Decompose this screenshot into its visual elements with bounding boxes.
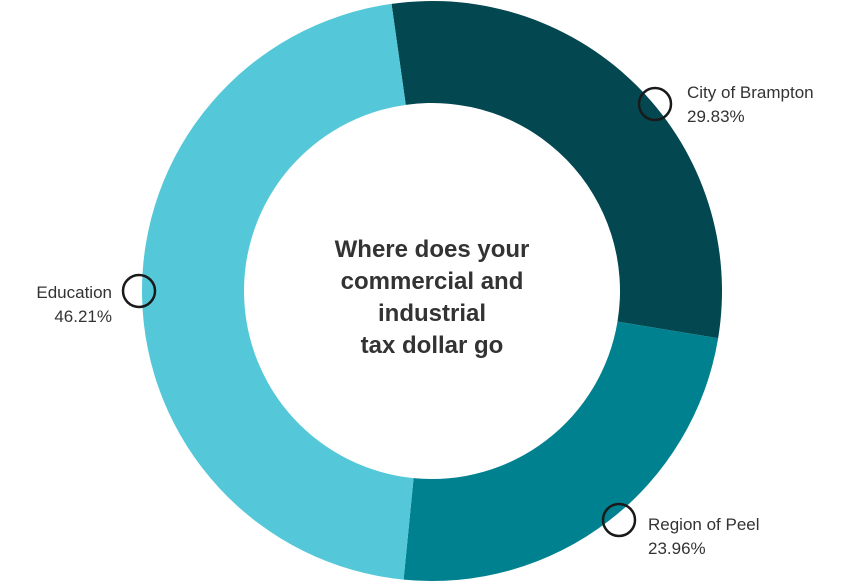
- chart-title: Where does your commercial and industria…: [290, 234, 574, 362]
- donut-slices: [142, 0, 722, 581]
- slice-label: Education: [36, 283, 112, 302]
- slice-value-label: 46.21%: [54, 307, 112, 326]
- slice-city-of-brampton: [391, 0, 722, 339]
- chart-title-line-1: Where does your: [334, 236, 530, 263]
- chart-title-line-3: tax dollar go: [360, 332, 504, 359]
- slice-label: City of Brampton: [687, 83, 814, 102]
- label-marker-circle: [637, 86, 673, 122]
- chart-title-line-2: commercial and industrial: [340, 268, 524, 327]
- label-marker-circle: [601, 502, 637, 538]
- slice-value-label: 23.96%: [648, 539, 706, 558]
- slice-region-of-peel: [403, 321, 719, 581]
- slice-labels: City of Brampton 29.83% Region of Peel 23.9…: [36, 83, 813, 558]
- label-marker-circle: [121, 273, 157, 309]
- slice-education: [142, 3, 414, 580]
- slice-label: Region of Peel: [648, 515, 760, 534]
- slice-value-label: 29.83%: [687, 107, 745, 126]
